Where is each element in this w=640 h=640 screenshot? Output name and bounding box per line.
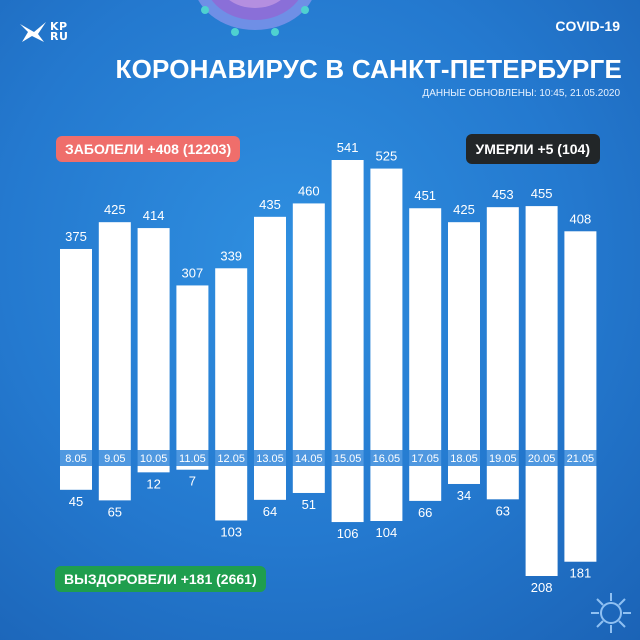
date-tick-label: 8.05	[65, 453, 86, 465]
cases-value-label: 408	[570, 211, 592, 226]
cases-bar	[564, 231, 597, 450]
recovered-bar	[525, 466, 558, 576]
recovered-value-label: 104	[376, 525, 398, 540]
cases-value-label: 460	[298, 183, 320, 198]
cases-value-label: 541	[337, 140, 359, 155]
cases-bar	[448, 222, 480, 450]
date-cell	[137, 450, 170, 466]
bird-icon	[20, 22, 46, 42]
cases-bar	[176, 285, 209, 450]
date-tick-label: 15.05	[334, 453, 362, 465]
cases-value-label: 339	[220, 248, 242, 263]
date-tick-label: 19.05	[489, 453, 517, 465]
date-cell	[486, 450, 519, 466]
recovered-value-label: 45	[69, 494, 83, 509]
date-cell	[331, 450, 364, 466]
covid-tag: COVID-19	[555, 18, 620, 34]
cases-value-label: 451	[414, 188, 436, 203]
update-timestamp: ДАННЫЕ ОБНОВЛЕНЫ: 10:45, 21.05.2020	[422, 88, 620, 99]
date-cell	[292, 450, 325, 466]
date-tick-label: 16.05	[373, 453, 401, 465]
recovered-bar	[409, 466, 442, 501]
recovered-bar	[98, 466, 131, 501]
cases-bar	[254, 216, 286, 450]
cases-value-label: 525	[376, 149, 398, 164]
cases-value-label: 453	[492, 187, 514, 202]
cases-bar	[486, 207, 519, 450]
date-cell	[254, 450, 286, 466]
logo-line-2: RU	[50, 30, 69, 43]
cases-value-label: 455	[531, 186, 553, 201]
page-title: КОРОНАВИРУС В САНКТ-ПЕТЕРБУРГЕ	[115, 54, 622, 84]
recovered-value-label: 66	[418, 505, 432, 520]
date-tick-label: 20.05	[528, 453, 556, 465]
recovered-bar	[176, 466, 209, 470]
sick-badge: ЗАБОЛЕЛИ +408 (12203)	[56, 136, 241, 162]
recovered-value-label: 181	[570, 566, 592, 581]
cases-bar	[409, 208, 442, 450]
cases-bar	[98, 222, 131, 450]
recovered-bar	[486, 466, 519, 500]
date-tick-label: 9.05	[104, 453, 125, 465]
date-tick-label: 14.05	[295, 453, 323, 465]
recovered-bar	[254, 466, 286, 500]
recovered-value-label: 12	[146, 476, 160, 491]
date-tick-label: 17.05	[411, 453, 439, 465]
logo-line-1: KP	[50, 20, 68, 33]
cases-bar	[60, 248, 92, 450]
date-cell	[409, 450, 442, 466]
recovered-value-label: 208	[531, 580, 553, 595]
virus-illustration-icon	[198, 0, 312, 36]
cases-value-label: 414	[143, 208, 165, 223]
recovered-bar	[370, 466, 403, 521]
cases-value-label: 375	[65, 229, 87, 244]
date-tick-label: 12.05	[217, 453, 245, 465]
recovered-value-label: 106	[337, 526, 359, 541]
cases-value-label: 425	[453, 202, 475, 217]
date-cell	[448, 450, 480, 466]
recovered-badge: ВЫЗДОРОВЕЛИ +181 (2661)	[55, 566, 266, 592]
recovered-bar	[564, 466, 597, 562]
cases-bar	[331, 160, 364, 450]
cases-bar	[370, 168, 403, 450]
cases-value-label: 425	[104, 202, 126, 217]
recovered-bar	[60, 466, 92, 490]
recovered-bar	[215, 466, 248, 521]
date-cell	[215, 450, 248, 466]
recovered-value-label: 65	[108, 504, 122, 519]
recovered-value-label: 34	[457, 488, 471, 503]
date-tick-label: 13.05	[256, 453, 284, 465]
date-cell	[98, 450, 131, 466]
date-tick-label: 18.05	[450, 453, 478, 465]
cases-bar	[215, 268, 248, 450]
recovered-bar	[448, 466, 480, 484]
recovered-bar	[331, 466, 364, 523]
date-cell	[370, 450, 403, 466]
date-cell	[564, 450, 597, 466]
cases-value-label: 307	[182, 265, 204, 280]
kp-logo: KP RU	[18, 20, 68, 44]
recovered-value-label: 103	[220, 524, 242, 539]
cases-bar	[525, 206, 558, 450]
date-cell	[176, 450, 209, 466]
date-cell	[60, 450, 92, 466]
recovered-bar	[137, 466, 170, 473]
cases-bar	[137, 228, 170, 450]
recovered-value-label: 51	[302, 497, 316, 512]
date-tick-label: 10.05	[140, 453, 168, 465]
date-tick-label: 21.05	[567, 453, 595, 465]
cases-value-label: 435	[259, 197, 281, 212]
cases-bar	[292, 203, 325, 450]
died-badge: УМЕРЛИ +5 (104)	[465, 134, 600, 164]
corner-virus-icon	[591, 593, 631, 633]
recovered-value-label: 7	[189, 474, 196, 489]
recovered-value-label: 63	[496, 503, 510, 518]
date-tick-label: 11.05	[179, 453, 206, 465]
recovered-bar	[292, 466, 325, 493]
recovered-value-label: 64	[263, 504, 277, 519]
date-cell	[525, 450, 558, 466]
